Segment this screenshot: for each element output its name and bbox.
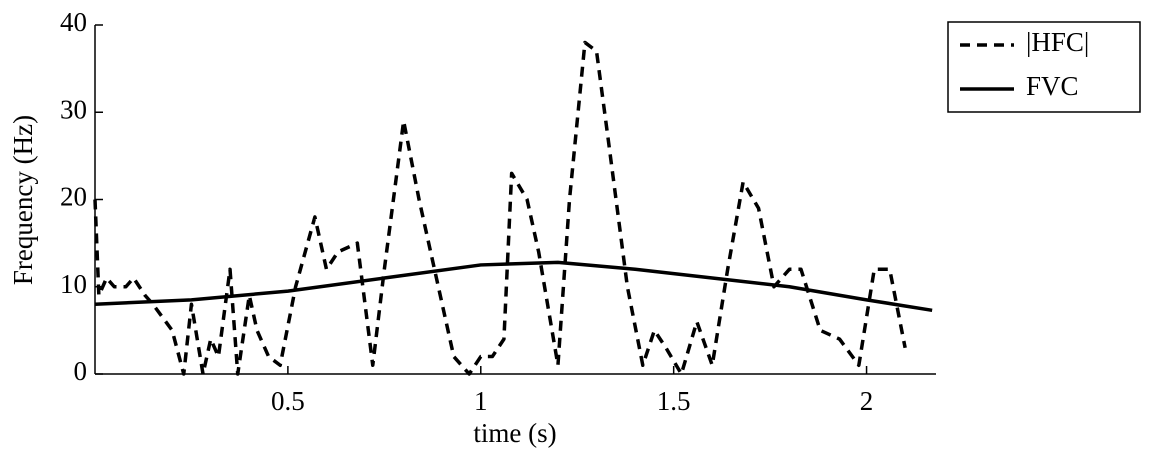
x-tick-label: 1 xyxy=(474,386,488,416)
y-tick-label: 30 xyxy=(60,94,87,124)
y-tick-label: 10 xyxy=(60,269,87,299)
series-line xyxy=(93,40,907,376)
legend-label: |HFC| xyxy=(1026,27,1089,57)
x-tick-label: 0.5 xyxy=(271,386,305,416)
y-axis-label: Frequency (Hz) xyxy=(8,115,38,285)
y-tick-label: 40 xyxy=(60,7,87,37)
y-tick-label: 20 xyxy=(60,182,87,212)
legend-label: FVC xyxy=(1026,71,1079,101)
series-line xyxy=(94,260,933,313)
x-tick-label: 2 xyxy=(860,386,874,416)
x-axis-label: time (s) xyxy=(473,418,556,448)
legend-box xyxy=(947,21,1141,113)
x-tick-label: 1.5 xyxy=(657,386,691,416)
y-tick-label: 0 xyxy=(74,356,88,386)
